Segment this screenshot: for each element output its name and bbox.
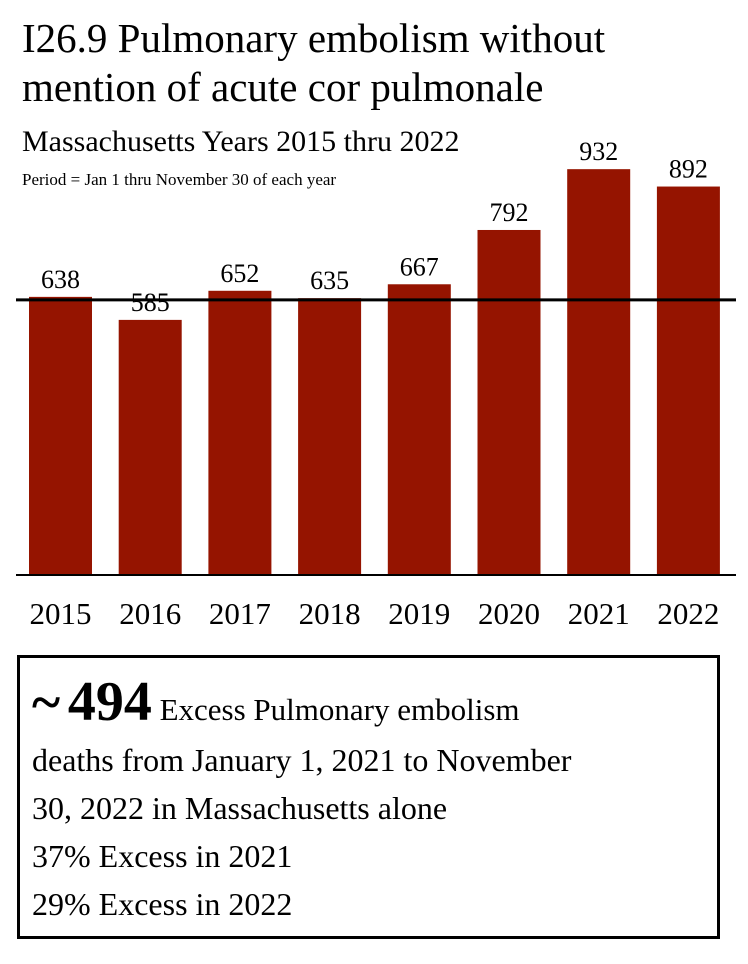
data-label-2016: 585 [131,288,170,317]
x-tick-2017: 2017 [209,596,271,631]
chart-subtitle: Massachusetts Years 2015 thru 2022 [22,125,460,158]
data-label-2017: 652 [220,259,259,288]
summary-head-text: Excess Pulmonary embolism [159,692,520,727]
bar-2020 [477,229,541,574]
x-tick-2016: 2016 [119,596,181,631]
chart-title: I26.9 Pulmonary embolism without mention… [22,15,606,110]
bar-2022 [656,186,720,574]
bar-chart: 638 2015 585 2016 652 2017 635 2018 667 2019 792 20… [16,137,736,631]
x-tick-2021: 2021 [568,596,630,631]
approx-symbol: ~ [32,672,61,732]
bar-2015 [29,296,92,574]
data-label-2021: 932 [579,137,618,166]
data-label-2022: 892 [669,155,708,184]
summary-line: 37% Excess in 2021 [32,838,293,874]
bar-2016 [118,319,182,574]
summary-box: ~ 494 Excess Pulmonary embolism deaths f… [17,655,720,939]
x-tick-2015: 2015 [30,596,92,631]
bar-2018 [298,298,362,574]
bar-2017 [208,290,272,574]
bar-2019 [387,284,451,574]
x-tick-2018: 2018 [299,596,361,631]
excess-count: 494 [67,671,152,733]
x-tick-2022: 2022 [657,596,719,631]
data-label-2018: 635 [310,266,349,295]
summary-line: 29% Excess in 2022 [32,886,293,922]
data-label-2015: 638 [41,265,80,294]
x-tick-2019: 2019 [388,596,450,631]
period-note: Period = Jan 1 thru November 30 of each … [22,170,337,189]
x-tick-2020: 2020 [478,596,540,631]
summary-headline: ~ 494 Excess Pulmonary embolism [32,672,705,740]
summary-line: deaths from January 1, 2021 to November [32,742,572,778]
bar-2021 [567,169,631,574]
summary-line: 30, 2022 in Massachusetts alone [32,790,448,826]
data-label-2019: 667 [400,252,439,281]
data-label-2020: 792 [490,198,529,227]
